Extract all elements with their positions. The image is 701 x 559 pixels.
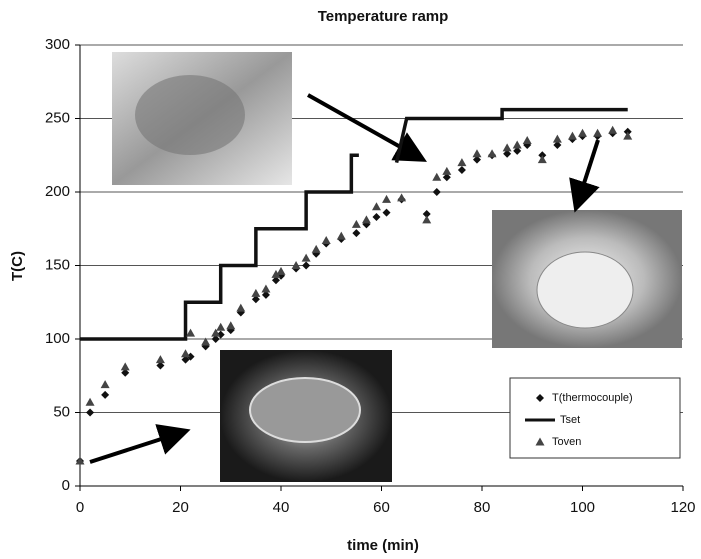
legend-entries: T(thermocouple) Tset Toven (525, 392, 633, 448)
triangle-marker (432, 172, 442, 181)
diamond-marker (382, 208, 391, 217)
triangle-marker (361, 215, 371, 224)
triangle-marker (85, 397, 95, 406)
y-tick-label: 100 (45, 330, 70, 347)
triangle-marker (276, 266, 286, 275)
diamond-marker (156, 361, 165, 370)
grid: 0 50 100 150 200 250 300 0 20 40 60 80 100 120 (45, 36, 696, 516)
diamond-marker (513, 146, 522, 155)
x-tick-label: 0 (76, 499, 84, 516)
diamond-marker (261, 290, 270, 299)
triangle-marker (336, 231, 346, 240)
diamond-marker (442, 173, 451, 182)
triangle-marker (522, 136, 532, 145)
triangle-marker (321, 236, 331, 245)
triangle-marker (371, 202, 381, 211)
y-tick-label: 250 (45, 109, 70, 126)
triangle-marker (311, 244, 321, 253)
diamond-marker (302, 261, 311, 270)
diamond-marker (121, 368, 130, 377)
x-tick-label: 80 (474, 499, 491, 516)
diamond-marker (536, 394, 544, 402)
y-tick-label: 200 (45, 183, 70, 200)
x-tick-label: 60 (373, 499, 390, 516)
diamond-marker (422, 210, 431, 219)
diamond-marker (472, 155, 481, 164)
photo-detail (536, 251, 634, 329)
triangle-marker (301, 253, 311, 262)
triangle-marker (216, 322, 226, 331)
triangle-marker (351, 219, 361, 228)
triangle-marker (623, 131, 633, 140)
triangle-marker (211, 328, 221, 337)
triangle-marker (261, 284, 271, 293)
triangle-marker (552, 134, 562, 143)
x-axis-title: time (min) (347, 537, 419, 554)
y-tick-label: 150 (45, 256, 70, 273)
triangle-marker (291, 261, 301, 269)
y-tick-label: 50 (53, 403, 70, 420)
diamond-marker (271, 276, 280, 285)
triangle-marker (472, 149, 482, 158)
triangle-marker (608, 125, 618, 134)
x-tick-label: 120 (670, 499, 695, 516)
y-axis-title: T(C) (9, 251, 26, 281)
diamond-marker (251, 295, 260, 304)
legend (509, 377, 681, 459)
diamond-marker (101, 390, 110, 399)
triangle-marker (186, 328, 196, 337)
triangle-marker (120, 362, 130, 371)
y-tick-label: 0 (62, 477, 70, 494)
diamond-marker (432, 188, 441, 196)
x-tick-label: 100 (570, 499, 595, 516)
chart-title: Temperature ramp (318, 8, 449, 25)
plot-area (75, 107, 633, 466)
legend-label: Tset (560, 414, 580, 426)
diamond-marker (352, 229, 361, 238)
triangle-marker (442, 166, 452, 175)
photo-detail (135, 75, 245, 155)
series-line (80, 107, 628, 341)
triangle-marker (593, 128, 603, 137)
legend-label: T(thermocouple) (552, 392, 633, 404)
photo-detail (249, 377, 361, 443)
triangle-marker (201, 337, 211, 346)
triangle-marker (75, 456, 85, 465)
x-tick-label: 40 (273, 499, 290, 516)
triangle-marker (502, 143, 512, 152)
triangle-marker (100, 380, 110, 389)
diamond-marker (372, 212, 381, 221)
triangle-marker (578, 128, 587, 137)
triangle-marker (382, 194, 392, 203)
triangle-marker (397, 193, 407, 202)
diamond-marker (503, 149, 512, 158)
y-tick-label: 300 (45, 36, 70, 53)
triangle-marker (537, 155, 547, 164)
arrow (89, 424, 191, 464)
triangle-marker (271, 269, 281, 278)
legend-label: Toven (552, 436, 581, 448)
diamond-marker (86, 408, 95, 417)
triangle-marker (487, 149, 497, 158)
triangle-marker (535, 437, 545, 446)
triangle-marker (226, 321, 236, 330)
x-tick-label: 20 (172, 499, 189, 516)
triangle-marker (251, 288, 261, 297)
triangle-marker (512, 140, 522, 149)
photos (112, 52, 682, 482)
diamond-marker (457, 165, 466, 174)
arrow (569, 139, 600, 213)
triangle-marker (567, 131, 577, 140)
diamond-marker (553, 140, 562, 149)
triangle-marker (457, 158, 467, 167)
diamond-marker (211, 335, 220, 343)
triangle-marker (155, 355, 165, 364)
triangle-marker (181, 349, 191, 358)
triangle-marker (236, 303, 246, 312)
triangle-marker (422, 215, 432, 224)
